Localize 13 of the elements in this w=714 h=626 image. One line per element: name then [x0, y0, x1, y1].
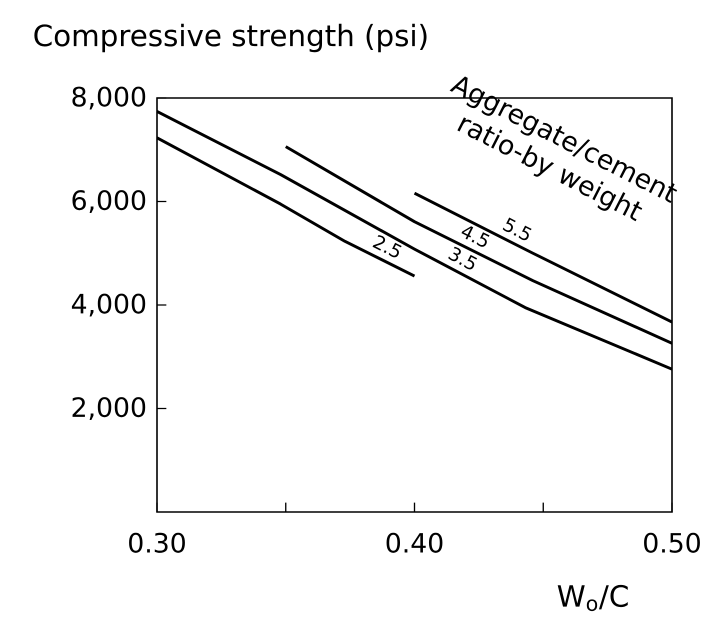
x-tick-label: 0.40 — [386, 532, 442, 553]
y-tick-label: 6,000 — [72, 190, 146, 213]
text: 3.5 — [448, 246, 478, 270]
text: 5.5 — [502, 218, 532, 240]
y-tick-label: 4,000 — [72, 294, 146, 316]
x-axis-title: W$_{o}$/C — [558, 584, 628, 612]
text: 4.5 — [461, 226, 490, 247]
x-tick-label: 0.30 — [129, 532, 185, 553]
y-tick-label: 2,000 — [72, 397, 146, 420]
text: 2.5 — [372, 235, 402, 258]
y-axis-title: Compressive strength (psi) — [34, 24, 427, 52]
x-tick-label: 0.50 — [644, 532, 700, 553]
y-tick-label: 8,000 — [72, 86, 146, 110]
